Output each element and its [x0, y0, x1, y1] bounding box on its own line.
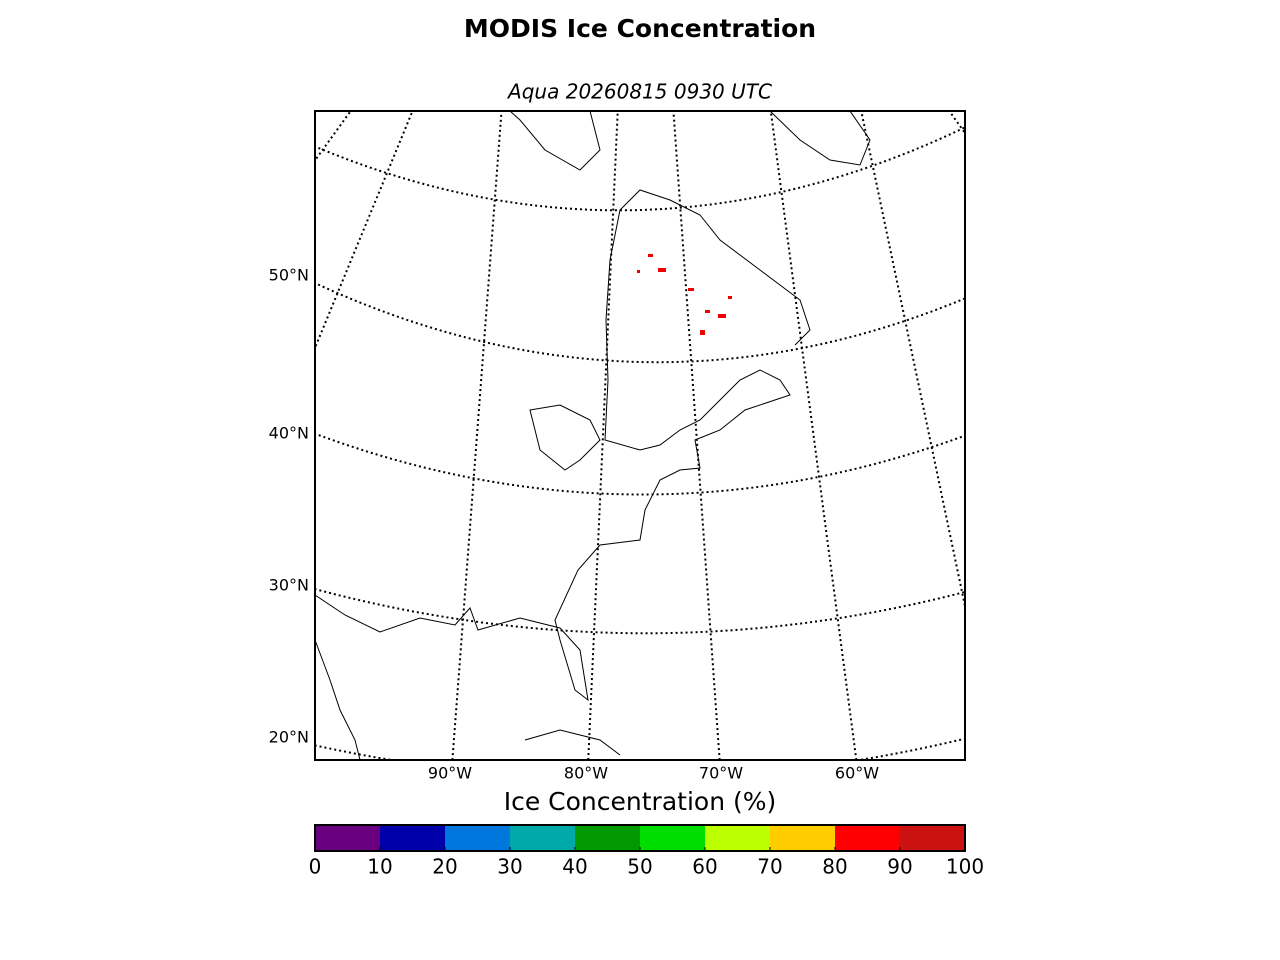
parallel — [315, 126, 965, 212]
colorbar-tick-label: 80 — [822, 855, 847, 879]
colorbar: 0 10 20 30 40 50 60 70 80 90 100 — [309, 824, 984, 879]
coastline — [509, 111, 601, 171]
lon-label: 80°W — [564, 764, 608, 783]
meridian — [315, 111, 352, 163]
colorbar-segment — [380, 825, 445, 851]
lat-label: 50°N — [269, 266, 309, 285]
coastline — [315, 639, 361, 760]
meridian — [672, 111, 721, 760]
colorbar-segment — [640, 825, 705, 851]
parallel — [315, 281, 965, 364]
lon-labels: 90°W 80°W 70°W 60°W — [428, 764, 879, 783]
colorbar-tick-label: 30 — [497, 855, 522, 879]
lon-label: 60°W — [835, 764, 879, 783]
subtitle: Aqua 20260815 0930 UTC — [506, 80, 772, 104]
lon-label: 70°W — [699, 764, 743, 783]
coastline — [315, 189, 811, 702]
ice-patches — [637, 254, 732, 335]
lon-label: 90°W — [428, 764, 472, 783]
lat-label: 40°N — [269, 424, 309, 443]
colorbar-segment — [575, 825, 640, 851]
map-frame — [314, 110, 966, 761]
colorbar-segment — [445, 825, 510, 851]
parallel — [315, 588, 965, 635]
lat-label: 20°N — [269, 728, 309, 747]
colorbar-segment — [770, 825, 835, 851]
colorbar-tick-label: 20 — [432, 855, 457, 879]
colorbar-segment — [900, 825, 965, 851]
colorbar-segment — [510, 825, 575, 851]
coastline — [769, 111, 871, 166]
title: MODIS Ice Concentration — [464, 14, 816, 43]
meridian — [948, 111, 965, 135]
colorbar-segment — [835, 825, 900, 851]
meridian — [860, 111, 965, 612]
meridian — [587, 111, 619, 760]
colorbar-tick-label: 60 — [692, 855, 717, 879]
meridian — [451, 111, 503, 760]
colorbar-tick-label: 90 — [887, 855, 912, 879]
colorbar-segment — [315, 825, 380, 851]
colorbar-tick-label: 50 — [627, 855, 652, 879]
lat-label: 30°N — [269, 576, 309, 595]
great-lakes — [529, 404, 601, 471]
meridian — [769, 111, 858, 760]
colorbar-label: Ice Concentration (%) — [504, 787, 777, 816]
colorbar-tick-label: 0 — [309, 855, 322, 879]
colorbar-tick-label: 100 — [946, 855, 984, 879]
map-area — [315, 111, 965, 760]
colorbar-tick-label: 70 — [757, 855, 782, 879]
meridian — [315, 111, 414, 351]
colorbar-tick-label: 40 — [562, 855, 587, 879]
lat-labels: 50°N 40°N 30°N 20°N — [269, 266, 309, 747]
colorbar-segment — [705, 825, 770, 851]
coastline — [524, 729, 621, 756]
parallel — [315, 432, 965, 496]
colorbar-tick-label: 10 — [367, 855, 392, 879]
